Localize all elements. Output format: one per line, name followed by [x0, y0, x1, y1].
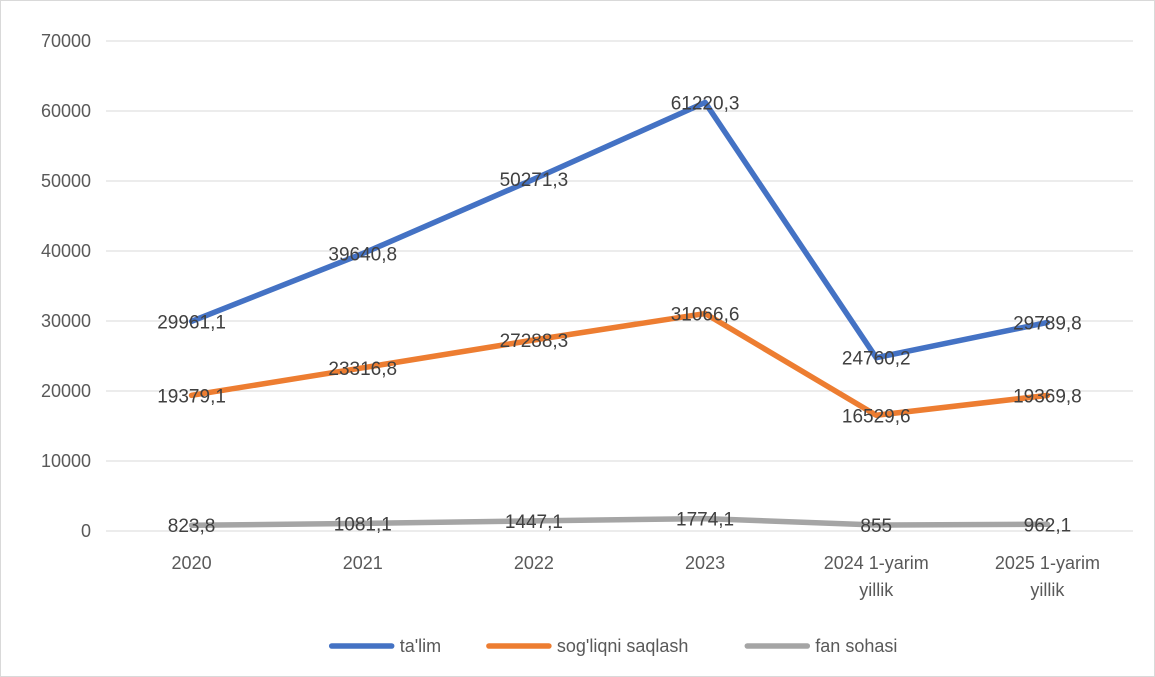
series-line-0 — [188, 99, 1051, 361]
data-label: 1081,1 — [334, 514, 392, 535]
data-label: 1447,1 — [505, 512, 563, 533]
x-tick-label: yillik — [859, 580, 894, 600]
data-label: 29961,1 — [157, 312, 226, 333]
data-label: 855 — [860, 516, 892, 537]
x-tick-label: 2021 — [343, 553, 383, 573]
x-tick-label: 2023 — [685, 553, 725, 573]
x-tick-label: 2024 1-yarim — [824, 553, 929, 573]
data-label: 31066,6 — [671, 305, 740, 326]
data-label: 24760,2 — [842, 349, 911, 370]
data-label: 19369,8 — [1013, 386, 1082, 407]
x-tick-label: 2020 — [172, 553, 212, 573]
data-label: 50271,3 — [500, 170, 569, 191]
y-tick-label: 10000 — [41, 451, 91, 471]
y-tick-label: 20000 — [41, 381, 91, 401]
data-label: 962,1 — [1024, 515, 1072, 536]
data-label: 19379,1 — [157, 386, 226, 407]
legend-label: ta'lim — [400, 636, 441, 656]
y-tick-label: 0 — [81, 521, 91, 541]
data-label: 29789,8 — [1013, 313, 1082, 334]
data-label: 61220,3 — [671, 93, 740, 114]
legend-label: sog'liqni saqlash — [557, 636, 689, 656]
x-tick-label: 2022 — [514, 553, 554, 573]
data-label: 823,8 — [168, 516, 216, 537]
data-label: 23316,8 — [328, 359, 397, 380]
legend-label: fan sohasi — [815, 636, 897, 656]
x-tick-label: 2025 1-yarim — [995, 553, 1100, 573]
series-line-2 — [188, 515, 1051, 528]
y-tick-label: 50000 — [41, 171, 91, 191]
x-tick-label: yillik — [1030, 580, 1065, 600]
data-label: 1774,1 — [676, 510, 734, 531]
series-line-1 — [188, 310, 1051, 419]
data-label: 16529,6 — [842, 406, 911, 427]
y-tick-label: 40000 — [41, 241, 91, 261]
y-tick-label: 30000 — [41, 311, 91, 331]
data-label: 27288,3 — [500, 331, 569, 352]
y-tick-label: 70000 — [41, 31, 91, 51]
y-tick-label: 60000 — [41, 101, 91, 121]
data-label: 39640,8 — [328, 245, 397, 266]
